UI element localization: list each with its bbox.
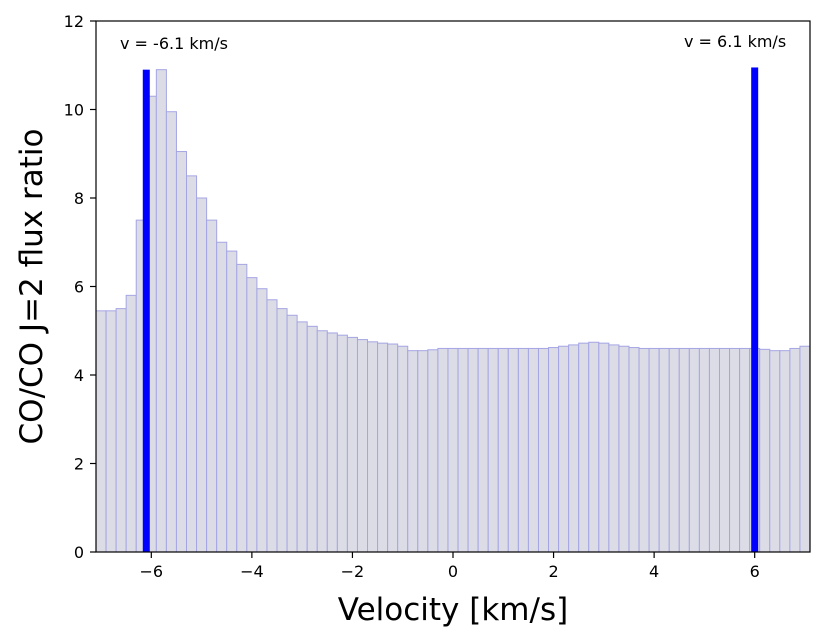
y-tick-label: 2 [74,455,84,474]
histogram-bar [175,151,188,553]
histogram-bar [226,250,238,553]
histogram-bar [296,321,308,553]
histogram-bar [236,263,248,553]
histogram-bar [618,345,630,553]
histogram-bar [588,341,600,553]
histogram-bar [206,219,218,553]
histogram-bar [286,314,298,553]
histogram-bar [467,347,479,553]
x-tick-label: −2 [341,562,365,581]
histogram-bar [688,347,700,553]
histogram-bar [196,197,208,553]
histogram-bar [548,347,560,553]
histogram-bar [628,347,640,553]
histogram-bar [698,347,710,553]
histogram-bar [306,325,318,553]
histogram-bar [346,336,358,553]
histogram-bar [708,347,720,553]
y-tick-label: 10 [64,101,84,120]
histogram-bar [276,308,288,553]
histogram-bar [678,347,690,553]
histogram-bar [427,349,439,553]
histogram-bar [95,310,107,553]
histogram-bar [517,347,529,553]
y-axis-ticks: 0 2 4 6 8 10 12 [64,12,96,562]
annotation-left-peak: v = -6.1 km/s [120,34,228,53]
histogram-bar [799,345,811,553]
histogram-bar [648,347,660,553]
x-axis-ticks: −6 −4 −2 0 2 4 6 [140,552,760,581]
histogram-bar [598,342,610,553]
histogram-bar [377,342,389,553]
highlight-bar [142,69,150,553]
histogram-bar [658,347,670,553]
highlight-bar [751,67,759,553]
histogram-bar [718,347,731,553]
histogram-bar [256,288,268,553]
y-tick-label: 0 [74,543,84,562]
histogram-bar [487,347,499,553]
histogram-bar [527,347,539,553]
histogram-bar [336,334,348,553]
x-tick-label: 2 [548,562,558,581]
histogram-bar [447,347,459,553]
y-tick-label: 12 [64,12,84,31]
histogram-bar [165,111,177,553]
histogram-bar [729,347,741,553]
histogram-bar [668,347,680,553]
y-tick-label: 4 [74,366,84,385]
histogram-bar [326,332,338,553]
histogram-bar [316,330,328,553]
histogram-bar [417,350,429,553]
x-tick-label: −4 [240,562,264,581]
y-axis-label: CO/CO J=2 flux ratio [14,129,50,445]
histogram-bar [558,345,570,553]
histogram-bar [638,347,650,553]
histogram-bar [497,347,509,553]
histogram-bar [437,347,449,553]
histogram-bar [739,347,751,553]
histogram-bar [367,341,379,553]
histogram-bar [759,348,771,553]
histogram-bar [105,310,117,553]
x-axis-label: Velocity [km/s] [338,592,568,628]
histogram-bar [397,345,409,553]
histogram-bar [266,299,278,553]
histogram-bar [216,241,228,553]
histogram-bar [537,347,550,553]
histogram-bar [407,350,419,553]
highlight-bars [142,67,759,553]
histogram-bar [789,347,801,553]
histogram-bar [608,344,620,553]
x-tick-label: 6 [750,562,760,581]
histogram-bar [125,294,137,553]
histogram-bar [507,347,519,553]
annotation-right-peak: v = 6.1 km/s [684,32,786,51]
y-tick-label: 8 [74,189,84,208]
histogram-bar [568,344,580,553]
y-tick-label: 6 [74,278,84,297]
histogram-bar [155,69,167,553]
x-tick-label: 4 [649,562,659,581]
histogram-bar [356,339,369,553]
histogram-bar [115,308,127,553]
histogram-bar [457,347,469,553]
x-tick-label: −6 [140,562,164,581]
histogram-bar [578,342,590,553]
histogram-bar [246,277,258,553]
x-tick-label: 0 [448,562,458,581]
histogram-bar [769,350,781,553]
histogram-bar [779,350,791,553]
histogram-bar [186,175,198,553]
histogram-bar [477,347,489,553]
histogram-bar [387,343,399,553]
